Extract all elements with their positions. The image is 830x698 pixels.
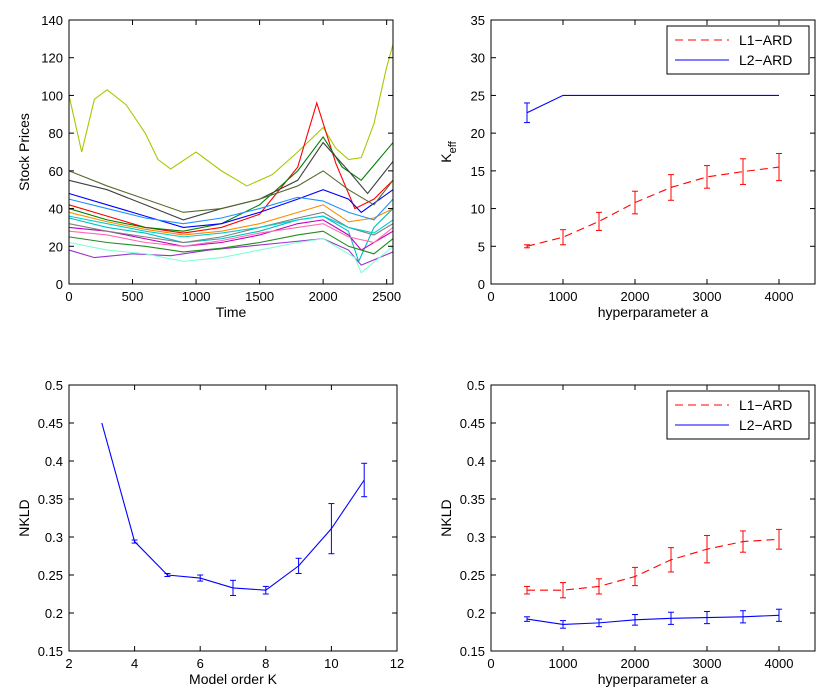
axes-frame-stocks — [68, 19, 394, 285]
legend-box-keff — [666, 25, 810, 75]
x-axis-label-nkld_a: hyperparameter a — [598, 671, 709, 687]
series-line-stocks-12 — [68, 211, 394, 244]
y-tick-label-nkld_k-5: 0.4 — [45, 454, 63, 469]
y-tick-label-keff-7: 35 — [471, 13, 485, 28]
y-tick-label-stocks-4: 80 — [49, 126, 63, 141]
x-tick-label-stocks-1: 500 — [122, 289, 144, 304]
series-line-stocks-6 — [68, 219, 394, 251]
y-tick-label-nkld_a-0: 0.15 — [460, 644, 485, 659]
chart-nkld_k: 2 4 6 8 10 12 0.15 0.2 0.25 0.3 0.35 0.4 0.45 0.5 Mode… — [16, 378, 404, 687]
x-tick-label-nkld_k-0: 2 — [65, 656, 72, 671]
x-tick-label-nkld_k-1: 4 — [131, 656, 138, 671]
series-line-stocks-0 — [68, 44, 394, 187]
y-tick-label-nkld_a-5: 0.4 — [467, 454, 485, 469]
y-tick-label-nkld_a-7: 0.5 — [467, 378, 485, 393]
y-tick-label-nkld_k-0: 0.15 — [38, 644, 63, 659]
series-line-keff-1 — [526, 94, 779, 114]
y-axis-label-nkld_a: NKLD — [438, 499, 454, 536]
y-tick-label-stocks-3: 60 — [49, 164, 63, 179]
axes-frame-nkld_k — [68, 384, 398, 652]
x-axis-label-stocks: Time — [216, 304, 247, 320]
x-tick-label-nkld_a-3: 3000 — [693, 656, 722, 671]
x-tick-label-keff-3: 3000 — [693, 289, 722, 304]
y-tick-label-stocks-2: 40 — [49, 202, 63, 217]
x-tick-label-keff-4: 4000 — [765, 289, 794, 304]
series-line-stocks-4 — [68, 189, 394, 228]
y-tick-label-nkld_k-6: 0.45 — [38, 416, 63, 431]
series-line-stocks-8 — [68, 238, 394, 274]
x-tick-label-nkld_k-2: 6 — [197, 656, 204, 671]
series-line-stocks-10 — [68, 230, 394, 255]
legend-label-keff-1: L2−ARD — [739, 52, 792, 68]
y-tick-label-nkld_a-3: 0.3 — [467, 530, 485, 545]
axes-frame-keff — [490, 19, 816, 285]
y-axis-label-keff: Keff — [438, 140, 459, 162]
y-axis-label-nkld_k: NKLD — [16, 499, 32, 536]
y-tick-label-stocks-1: 20 — [49, 239, 63, 254]
series-line-stocks-14 — [68, 215, 394, 238]
x-tick-label-stocks-0: 0 — [65, 289, 72, 304]
chart-nkld_a: 0 1000 2000 3000 4000 0.15 0.2 0.25 0.3 0.35 0.4 0.… — [438, 378, 816, 687]
y-tick-label-stocks-7: 140 — [41, 13, 63, 28]
x-tick-label-stocks-5: 2500 — [372, 289, 401, 304]
x-axis-label-keff: hyperparameter a — [598, 304, 709, 320]
y-tick-label-keff-1: 5 — [478, 239, 485, 254]
legend-box-nkld_a — [666, 390, 810, 440]
chart-keff: 0 1000 2000 3000 4000 0 5 10 15 20 25 30 35 hyperpara… — [438, 13, 816, 320]
axes-frame-nkld_a — [490, 384, 816, 652]
legend-nkld_a: L1−ARD L2−ARD — [666, 390, 810, 440]
x-tick-label-keff-1: 1000 — [549, 289, 578, 304]
y-tick-label-nkld_k-3: 0.3 — [45, 530, 63, 545]
x-tick-label-nkld_k-3: 8 — [262, 656, 269, 671]
x-tick-label-nkld_a-2: 2000 — [621, 656, 650, 671]
series-line-stocks-11 — [68, 196, 394, 225]
x-tick-label-nkld_k-4: 10 — [324, 656, 338, 671]
legend-label-keff-0: L1−ARD — [739, 32, 792, 48]
x-tick-label-stocks-2: 1000 — [182, 289, 211, 304]
y-tick-label-keff-2: 10 — [471, 202, 485, 217]
y-tick-label-nkld_a-4: 0.35 — [460, 492, 485, 507]
legend-label-nkld_a-1: L2−ARD — [739, 417, 792, 433]
series-line-stocks-13 — [68, 223, 394, 247]
series-line-stocks-9 — [68, 204, 394, 236]
y-axis-label-subscript-keff: eff — [447, 140, 459, 153]
x-tick-label-nkld_k-5: 12 — [390, 656, 404, 671]
series-line-stocks-7 — [68, 238, 394, 266]
y-tick-label-stocks-5: 100 — [41, 88, 63, 103]
y-tick-label-nkld_k-2: 0.25 — [38, 568, 63, 583]
series-line-nkld_a-0 — [527, 538, 780, 591]
y-tick-label-keff-0: 0 — [478, 277, 485, 292]
y-axis-label-stocks: Stock Prices — [16, 113, 32, 191]
y-tick-label-nkld_a-6: 0.45 — [460, 416, 485, 431]
x-tick-label-nkld_a-1: 1000 — [549, 656, 578, 671]
y-tick-label-keff-6: 30 — [471, 51, 485, 66]
x-axis-label-nkld_k: Model order K — [189, 671, 278, 687]
y-tick-label-stocks-0: 0 — [56, 277, 63, 292]
x-tick-label-nkld_a-0: 0 — [487, 656, 494, 671]
y-tick-label-nkld_k-1: 0.2 — [45, 606, 63, 621]
x-tick-label-stocks-4: 2000 — [309, 289, 338, 304]
legend-keff: L1−ARD L2−ARD — [666, 25, 810, 75]
series-line-keff-0 — [526, 166, 780, 247]
series-line-stocks-15 — [68, 170, 394, 213]
series-line-nkld_k-0 — [101, 422, 365, 591]
y-tick-label-nkld_a-2: 0.25 — [460, 568, 485, 583]
y-tick-label-keff-5: 25 — [471, 88, 485, 103]
y-tick-label-keff-4: 20 — [471, 126, 485, 141]
y-tick-label-nkld_a-1: 0.2 — [467, 606, 485, 621]
series-line-stocks-1 — [68, 101, 394, 234]
x-tick-label-keff-2: 2000 — [621, 289, 650, 304]
chart-stocks: 0 500 1000 1500 2000 2500 0 20 40 60 80 100 120 140 Ti… — [16, 13, 401, 320]
series-line-nkld_a-1 — [526, 614, 780, 625]
y-tick-label-stocks-6: 120 — [41, 51, 63, 66]
x-tick-label-nkld_a-4: 4000 — [765, 656, 794, 671]
x-tick-label-stocks-3: 1500 — [245, 289, 274, 304]
legend-label-nkld_a-0: L1−ARD — [739, 397, 792, 413]
y-tick-label-keff-3: 15 — [471, 164, 485, 179]
x-tick-label-keff-0: 0 — [487, 289, 494, 304]
y-tick-label-nkld_k-7: 0.5 — [45, 378, 63, 393]
series-line-stocks-5 — [68, 208, 394, 263]
y-tick-label-nkld_k-4: 0.35 — [38, 492, 63, 507]
